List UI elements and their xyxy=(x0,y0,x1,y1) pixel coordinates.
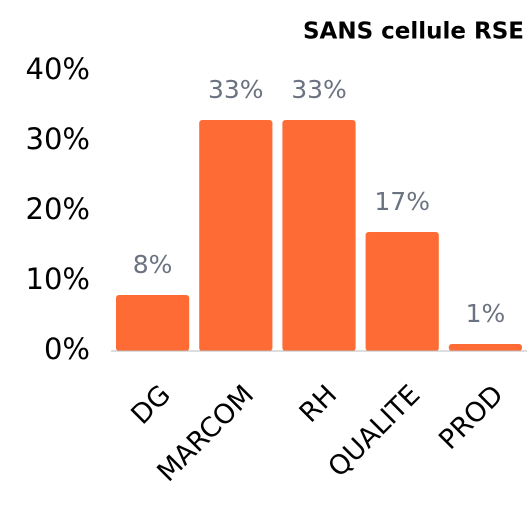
value-label: 33% xyxy=(291,75,347,104)
bar xyxy=(199,120,273,351)
y-tick-label: 40% xyxy=(26,52,90,86)
value-label: 1% xyxy=(466,299,506,328)
y-tick-label: 20% xyxy=(26,192,90,226)
y-tick-label: 30% xyxy=(26,122,90,156)
x-tick-label: RH xyxy=(294,379,344,429)
x-tick-label: PROD xyxy=(433,379,509,455)
value-label: 33% xyxy=(208,75,264,104)
bar xyxy=(365,232,439,351)
y-tick-label: 0% xyxy=(44,332,90,366)
bar xyxy=(448,344,523,351)
y-tick-label: 10% xyxy=(26,262,90,296)
value-label: 17% xyxy=(374,187,430,216)
chart-title: SANS cellule RSE xyxy=(303,19,524,45)
bar xyxy=(115,295,190,351)
value-label: 8% xyxy=(133,250,173,279)
x-tick-label: QUALITE xyxy=(322,379,426,483)
bar xyxy=(282,120,356,351)
x-tick-label: DG xyxy=(125,379,176,430)
